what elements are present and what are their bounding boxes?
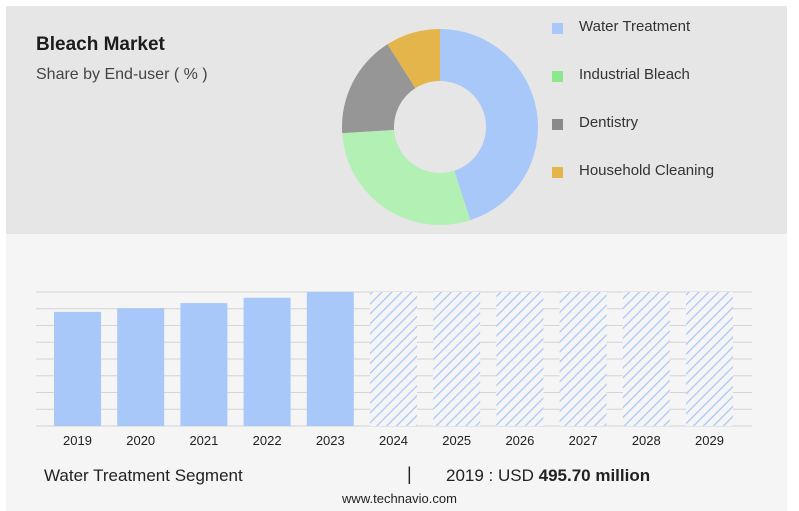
forecast-bar-2028	[622, 292, 670, 426]
x-tick-label: 2028	[632, 433, 661, 448]
legend-label: Industrial Bleach	[579, 66, 690, 83]
x-tick-label: 2024	[379, 433, 408, 448]
legend-swatch-industrial-bleach	[552, 71, 563, 82]
bar-2023	[306, 292, 354, 426]
x-tick-label: 2026	[505, 433, 534, 448]
bar-chart: 2019 2020 2021 2022 2023 2024 2025 2026 2027 2028…	[36, 291, 752, 448]
footer-segment-label: Water Treatment Segment	[44, 466, 243, 485]
chart-subtitle: Share by End-user ( % )	[36, 66, 208, 83]
legend-swatch-household-cleaning	[552, 167, 563, 178]
forecast-bar-2026	[496, 292, 544, 426]
bar-2020	[117, 308, 165, 426]
x-tick-label: 2020	[126, 433, 155, 448]
forecast-bar-2027	[559, 292, 607, 426]
donut-slice-dentistry	[342, 44, 416, 134]
bar-2019	[54, 311, 101, 426]
bar-2022	[243, 297, 291, 426]
x-tick-label: 2027	[569, 433, 598, 448]
legend-swatch-dentistry	[552, 119, 563, 130]
website-link[interactable]: www.technavio.com	[342, 491, 457, 506]
footer-year-prefix: 2019 : USD	[446, 466, 534, 485]
x-tick-label: 2021	[189, 433, 218, 448]
footer-separator: |	[407, 464, 412, 484]
forecast-bar-2025	[433, 292, 481, 426]
footer-value-readout: 2019 : USD 495.70 million	[446, 466, 650, 486]
bar-2021	[180, 303, 228, 426]
x-tick-label: 2023	[316, 433, 345, 448]
x-tick-label: 2019	[63, 433, 92, 448]
donut-slice-water-treatment	[440, 29, 538, 221]
forecast-bar-2024	[370, 292, 417, 426]
legend-label: Household Cleaning	[579, 162, 715, 179]
forecast-bar-2029	[686, 292, 733, 426]
x-tick-label: 2022	[253, 433, 282, 448]
donut-slice-industrial-bleach	[342, 129, 471, 225]
x-tick-label: 2029	[695, 433, 724, 448]
footer-value: 495.70 million	[538, 466, 651, 485]
legend-label: Water Treatment	[579, 18, 691, 35]
donut-slice-household-cleaning	[387, 29, 440, 89]
x-tick-label: 2025	[442, 433, 471, 448]
donut-chart	[342, 29, 538, 225]
legend-label: Dentistry	[579, 114, 639, 131]
chart-title: Bleach Market	[36, 34, 165, 55]
legend-swatch-water-treatment	[552, 23, 563, 34]
